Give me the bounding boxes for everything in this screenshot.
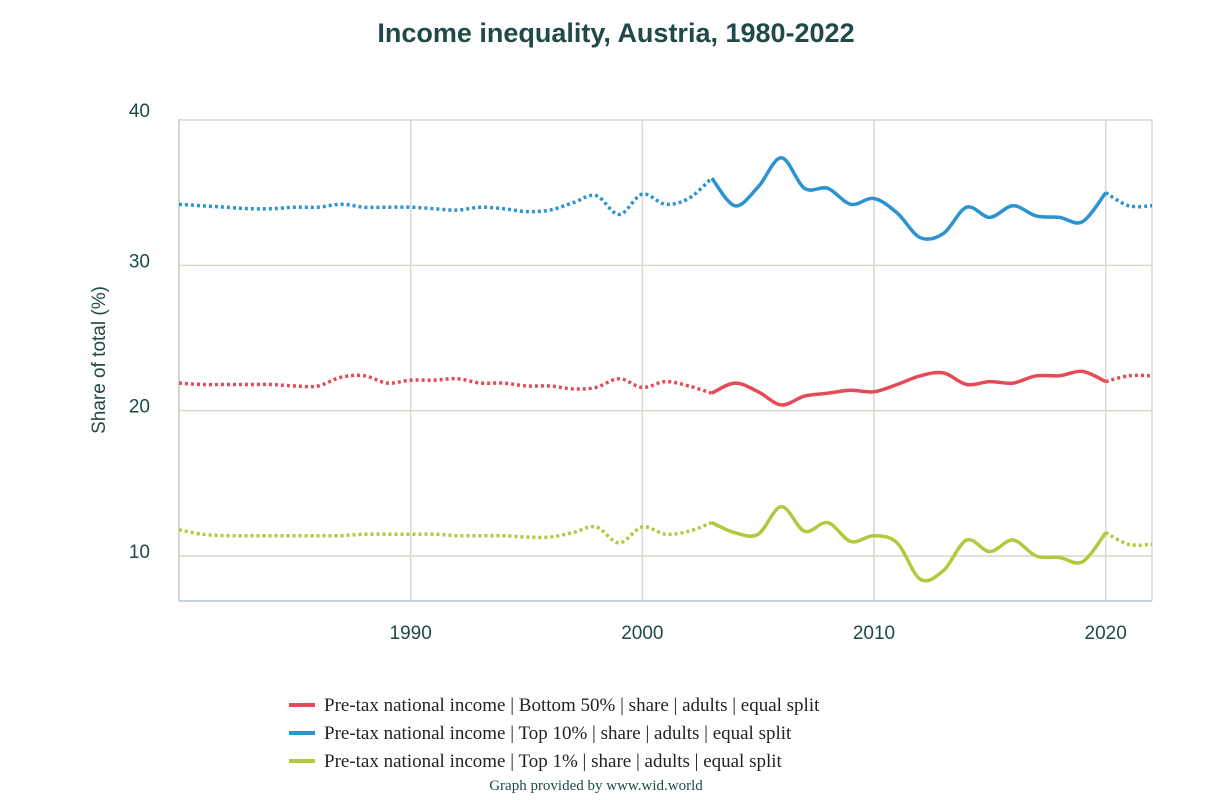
legend: Pre-tax national income | Bottom 50% | s… <box>289 695 820 772</box>
y-tick-label-20: 20 <box>129 397 150 418</box>
series-1-line <box>711 369 1107 407</box>
legend-label-2: Pre-tax national income | Top 10% | shar… <box>324 723 792 744</box>
series-1 <box>178 369 1153 407</box>
legend-item-2: Pre-tax national income | Top 10% | shar… <box>289 723 792 744</box>
series-layer <box>178 156 1153 583</box>
series-2-estimated-late <box>1104 191 1153 209</box>
legend-item-3: Pre-tax national income | Top 1% | share… <box>289 751 783 772</box>
y-tick-label-30: 30 <box>129 251 150 272</box>
axes: 10 20 30 40 1990 2000 2010 2020 <box>129 101 1153 644</box>
legend-item-1: Pre-tax national income | Bottom 50% | s… <box>289 695 820 716</box>
y-tick-label-10: 10 <box>129 542 150 563</box>
series-3-estimated-late <box>1104 531 1153 547</box>
x-tick-label-1990: 1990 <box>390 623 432 644</box>
series-3-estimated-early <box>178 520 713 545</box>
x-tick-label-2010: 2010 <box>853 623 895 644</box>
series-2-line <box>710 156 1108 241</box>
y-tick-label-40: 40 <box>129 101 150 122</box>
x-tick-label-2000: 2000 <box>621 623 663 644</box>
series-2 <box>178 156 1153 241</box>
chart-title: Income inequality, Austria, 1980-2022 <box>377 18 854 48</box>
legend-label-1: Pre-tax national income | Bottom 50% | s… <box>324 695 820 716</box>
credit-text: Graph provided by www.wid.world <box>489 778 703 794</box>
series-3-line <box>711 504 1108 583</box>
series-1-estimated-early <box>178 373 713 395</box>
series-2-estimated-early <box>178 176 713 217</box>
legend-label-3: Pre-tax national income | Top 1% | share… <box>324 751 783 772</box>
series-3 <box>178 504 1153 583</box>
y-axis-label: Share of total (%) <box>89 286 110 434</box>
series-1-estimated-late <box>1105 373 1153 384</box>
grid <box>179 119 1152 601</box>
x-tick-label-2020: 2020 <box>1085 623 1127 644</box>
